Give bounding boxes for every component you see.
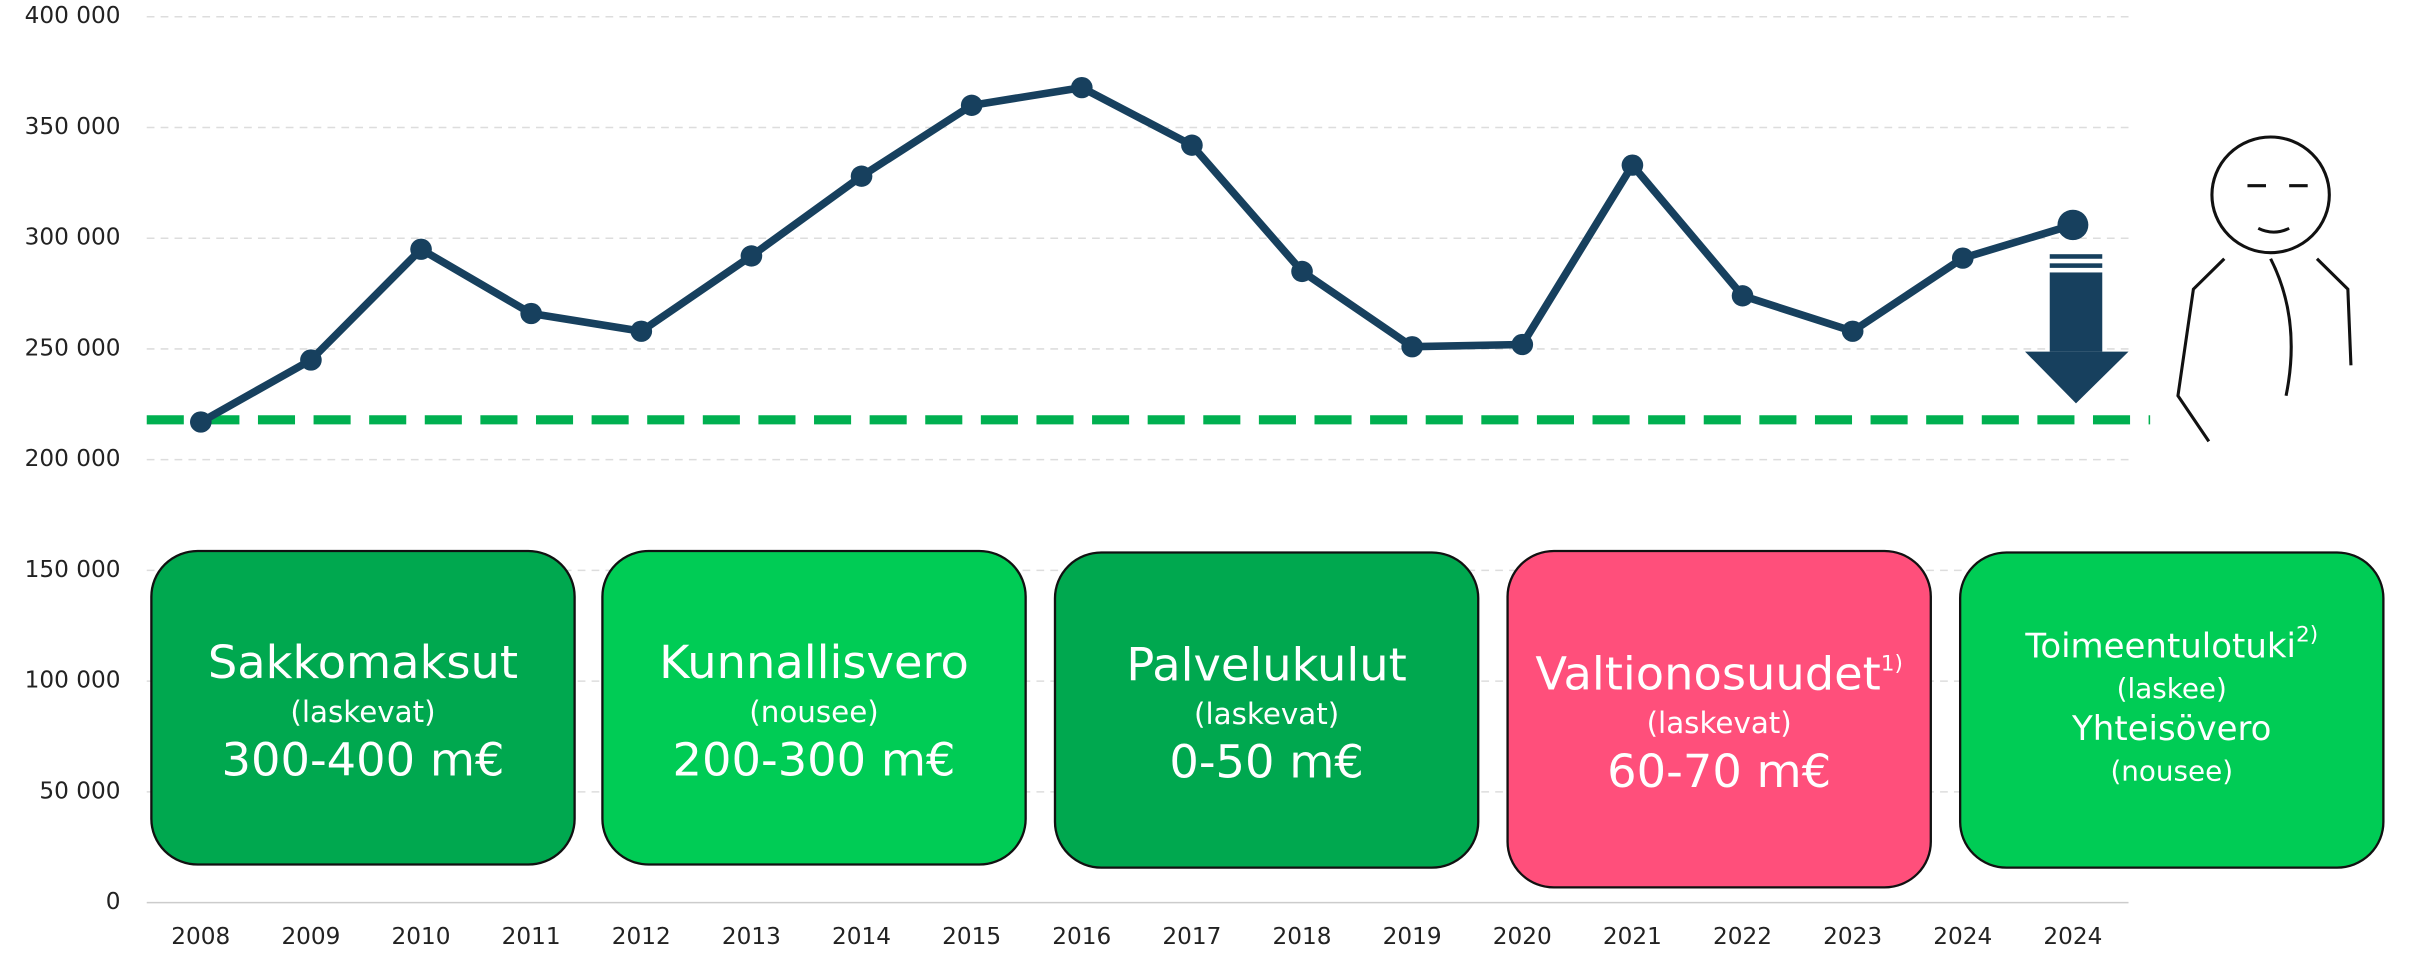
data-point: [850, 165, 873, 187]
annotation-box: [1053, 551, 1480, 869]
annotation-text: (laskevat): [1647, 706, 1792, 740]
data-point: [960, 94, 983, 116]
annotation-text: Yhteisövero: [2071, 708, 2271, 747]
annotation-line: Palvelukulut: [1126, 637, 1406, 691]
data-point: [1181, 134, 1203, 156]
annotation-text: Palvelukulut: [1126, 637, 1406, 691]
annotation-line: 0-50 m€: [1169, 735, 1364, 789]
annotation-line: (laskee): [2117, 672, 2227, 705]
data-point: [630, 320, 653, 342]
annotation-line: 300-400 m€: [222, 732, 505, 786]
x-tick-label: 2008: [171, 924, 230, 950]
annotation-line: (laskevat): [1647, 706, 1792, 740]
y-tick-label: 100 000: [25, 668, 121, 694]
annotation-text: 300-400 m€: [222, 732, 505, 786]
x-tick-label: 2019: [1383, 924, 1442, 950]
data-point: [1951, 247, 1974, 269]
annotation-box: [601, 549, 1027, 866]
annotation-text: 200-300 m€: [673, 732, 956, 786]
annotation-text: (nousee): [2110, 755, 2233, 788]
annotation-box: [150, 549, 576, 866]
x-tick-label: 2020: [1493, 924, 1552, 950]
y-tick-label: 300 000: [25, 225, 121, 251]
y-tick-label: 250 000: [25, 336, 121, 362]
y-tick-label: 350 000: [25, 114, 121, 140]
data-point: [1731, 285, 1754, 307]
data-line: [198, 83, 2075, 426]
annotation-text: (nousee): [749, 695, 878, 729]
x-tick-label: 2021: [1603, 924, 1662, 950]
annotation-line: Yhteisövero: [2071, 708, 2271, 747]
data-point: [1291, 260, 1313, 283]
x-tick-label: 2018: [1273, 924, 1332, 950]
annotation-line: (nousee): [2110, 755, 2233, 788]
data-point: [1511, 333, 1534, 356]
annotation-box: [1958, 551, 2385, 869]
x-tick-label: 2022: [1713, 924, 1772, 950]
annotation-line: (laskevat): [290, 695, 435, 729]
y-tick-label: 0: [106, 889, 121, 915]
annotation-footnote: 2): [2296, 623, 2318, 648]
annotation-line: 200-300 m€: [673, 732, 956, 786]
x-tick-label: 2010: [392, 924, 451, 950]
annotation-line: Valtionosuudet: [1535, 646, 1880, 700]
x-tick-label: 2024: [2043, 924, 2102, 950]
annotation-text: Sakkomaksut: [208, 635, 518, 689]
annotation-line: Kunnallisvero: [659, 635, 969, 689]
x-tick-label: 2012: [612, 924, 671, 950]
y-tick-label: 150 000: [25, 557, 121, 583]
annotation-footnote: 1): [1881, 651, 1903, 676]
annotation-line: Sakkomaksut: [208, 635, 518, 689]
annotation-text: (laskee): [2117, 672, 2227, 705]
annotation-text: Kunnallisvero: [659, 635, 969, 689]
x-tick-label: 2013: [722, 924, 781, 950]
annotation-line: 60-70 m€: [1607, 744, 1831, 798]
data-point: [1841, 320, 1864, 342]
data-point: [520, 302, 542, 325]
thinking-person: [2176, 135, 2353, 443]
y-tick-label: 200 000: [25, 446, 121, 472]
data-point: [1401, 336, 1423, 358]
annotation-text: (laskevat): [1194, 697, 1339, 731]
annotation-line: (laskevat): [1194, 697, 1339, 731]
x-tick-label: 2011: [502, 924, 561, 950]
y-tick-label: 400 000: [25, 3, 121, 29]
annotation-text: 0-50 m€: [1169, 735, 1364, 789]
x-tick-label: 2023: [1823, 924, 1882, 950]
x-tick-label: 2014: [832, 924, 891, 950]
x-tick-label: 2024: [1933, 924, 1992, 950]
down-arrow: [2025, 254, 2129, 404]
annotation-text: 60-70 m€: [1607, 744, 1831, 798]
data-point: [1621, 154, 1644, 176]
data-point: [1070, 76, 1093, 99]
annotation-line: (nousee): [749, 695, 878, 729]
data-point: [189, 411, 212, 433]
annotation-text: (laskevat): [290, 695, 435, 729]
data-point: [740, 245, 763, 267]
y-tick-label: 50 000: [39, 778, 120, 804]
annotation-text: Valtionosuudet1): [1535, 646, 1903, 700]
x-tick-label: 2009: [281, 924, 340, 950]
annotation-box: [1506, 549, 1932, 889]
data-point: [300, 349, 322, 371]
x-tick-label: 2015: [942, 924, 1001, 950]
data-point: [410, 238, 432, 260]
plot: 0 50 000 100 000 150 000 200 000 250 000 300 0…: [25, 3, 2385, 950]
data-point: [2057, 209, 2089, 241]
x-tick-label: 2017: [1162, 924, 1221, 950]
x-tick-label: 2016: [1052, 924, 1111, 950]
annotation-text: Toimeentulotuki2): [2024, 623, 2318, 665]
annotation-line: Toimeentulotuki: [2024, 626, 2296, 665]
